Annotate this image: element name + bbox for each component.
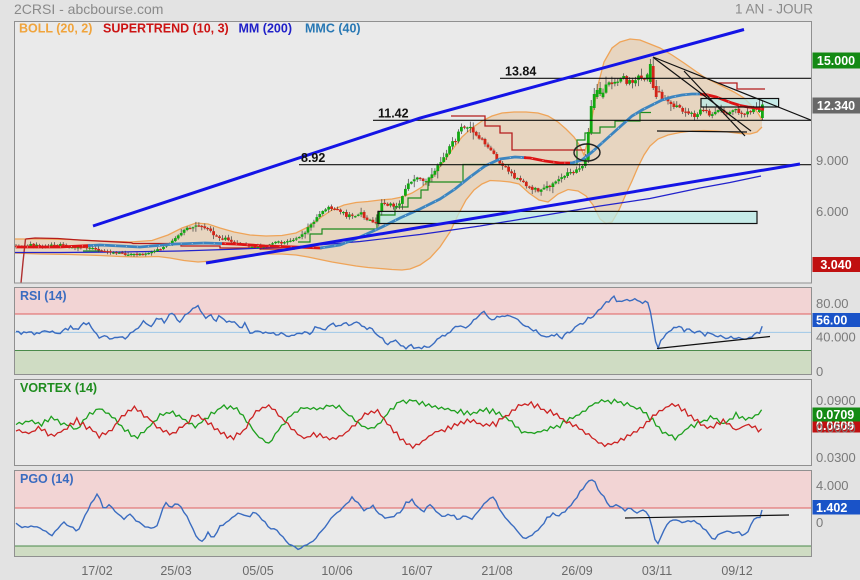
svg-text:0.0600: 0.0600	[816, 421, 856, 436]
svg-text:16/07: 16/07	[401, 564, 432, 578]
svg-text:56.00: 56.00	[816, 314, 847, 328]
svg-text:11.42: 11.42	[378, 107, 409, 121]
svg-text:SUPERTREND (10, 3): SUPERTREND (10, 3)	[103, 22, 229, 36]
svg-text:6.000: 6.000	[816, 204, 849, 219]
svg-text:0.0709: 0.0709	[816, 408, 854, 422]
svg-text:0.0609: 0.0609	[816, 419, 854, 433]
svg-text:3.040: 3.040	[820, 258, 851, 272]
svg-text:0: 0	[816, 515, 823, 530]
svg-text:10/06: 10/06	[321, 564, 352, 578]
svg-text:17/02: 17/02	[81, 564, 112, 578]
svg-text:MMC (40): MMC (40)	[305, 22, 361, 36]
svg-text:9.000: 9.000	[816, 153, 849, 168]
svg-text:RSI (14): RSI (14)	[20, 289, 67, 303]
svg-text:1 AN - JOUR: 1 AN - JOUR	[735, 2, 813, 17]
svg-text:09/12: 09/12	[721, 564, 752, 578]
svg-text:13.84: 13.84	[505, 65, 536, 79]
svg-text:40.000: 40.000	[816, 330, 856, 345]
svg-text:0.0900: 0.0900	[816, 393, 856, 408]
svg-text:MM (200): MM (200)	[239, 22, 292, 36]
svg-text:15.000: 15.000	[817, 54, 855, 68]
svg-text:1.402: 1.402	[816, 501, 847, 515]
svg-text:03/11: 03/11	[642, 564, 672, 578]
svg-text:25/03: 25/03	[160, 564, 191, 578]
svg-text:4.000: 4.000	[816, 478, 849, 493]
svg-text:0.0300: 0.0300	[816, 450, 856, 465]
svg-text:0: 0	[816, 364, 823, 379]
svg-text:05/05: 05/05	[242, 564, 273, 578]
svg-text:26/09: 26/09	[561, 564, 592, 578]
svg-text:21/08: 21/08	[481, 564, 512, 578]
svg-text:8.92: 8.92	[301, 151, 325, 165]
svg-text:80.00: 80.00	[816, 296, 849, 311]
svg-text:2CRSI - abcbourse.com: 2CRSI - abcbourse.com	[14, 1, 163, 17]
svg-text:BOLL (20, 2): BOLL (20, 2)	[19, 22, 92, 36]
svg-text:PGO (14): PGO (14)	[20, 472, 74, 486]
svg-text:12.340: 12.340	[817, 99, 855, 113]
svg-text:VORTEX (14): VORTEX (14)	[20, 381, 97, 395]
